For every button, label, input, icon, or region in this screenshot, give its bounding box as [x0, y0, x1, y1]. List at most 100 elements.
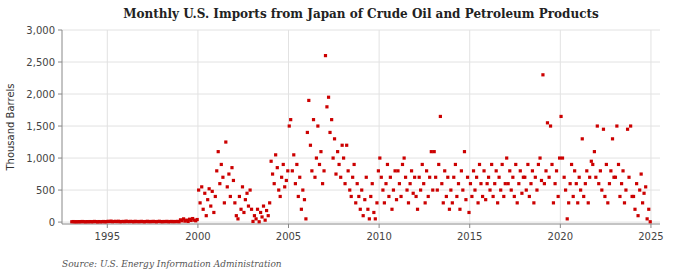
- grid-line: [62, 158, 660, 159]
- point: [532, 201, 535, 204]
- point: [318, 163, 321, 166]
- point: [627, 176, 630, 179]
- point: [640, 172, 643, 175]
- point: [396, 169, 399, 172]
- point: [229, 195, 232, 198]
- point: [232, 179, 235, 182]
- point: [389, 176, 392, 179]
- point: [276, 166, 279, 169]
- tick-mark: [58, 94, 62, 95]
- point: [537, 163, 540, 166]
- point: [375, 201, 378, 204]
- point: [410, 169, 413, 172]
- tick-mark: [58, 158, 62, 159]
- point: [499, 188, 502, 191]
- point: [543, 182, 546, 185]
- point: [357, 195, 360, 198]
- point: [203, 192, 206, 195]
- point: [401, 163, 404, 166]
- point: [646, 217, 649, 220]
- tick-label: 2,500: [26, 57, 55, 68]
- point: [582, 195, 585, 198]
- point: [268, 201, 271, 204]
- point: [455, 195, 458, 198]
- point: [440, 182, 443, 185]
- point: [416, 208, 419, 211]
- point: [569, 182, 572, 185]
- point: [638, 188, 641, 191]
- point: [392, 188, 395, 191]
- grid-line: [379, 30, 380, 224]
- point: [333, 137, 336, 140]
- point: [528, 195, 531, 198]
- point: [623, 201, 626, 204]
- point: [325, 105, 328, 108]
- point: [303, 198, 306, 201]
- point: [531, 169, 534, 172]
- point: [497, 176, 500, 179]
- point: [230, 166, 233, 169]
- point: [594, 176, 597, 179]
- point: [508, 169, 511, 172]
- point: [407, 201, 410, 204]
- point: [445, 195, 448, 198]
- tick-label: 3,000: [26, 25, 55, 36]
- point: [495, 169, 498, 172]
- point: [427, 195, 430, 198]
- point: [584, 182, 587, 185]
- title: Monthly U.S. Imports from Japan of Crude…: [123, 7, 599, 21]
- point: [523, 176, 526, 179]
- point: [502, 195, 505, 198]
- point: [217, 150, 220, 153]
- point: [588, 176, 591, 179]
- points: [70, 54, 652, 223]
- point: [443, 169, 446, 172]
- point: [277, 188, 280, 191]
- y-axis-line: [62, 30, 63, 224]
- point: [256, 208, 259, 211]
- point: [316, 124, 319, 127]
- point: [363, 198, 366, 201]
- point: [265, 209, 268, 212]
- point: [566, 217, 569, 220]
- point: [339, 176, 342, 179]
- point: [291, 169, 294, 172]
- point: [590, 160, 593, 163]
- tick-label: 1995: [95, 231, 120, 242]
- point: [206, 198, 209, 201]
- point: [437, 163, 440, 166]
- point: [258, 220, 261, 223]
- point: [614, 176, 617, 179]
- point: [484, 198, 487, 201]
- point: [399, 195, 402, 198]
- point: [602, 128, 605, 131]
- point: [507, 182, 510, 185]
- point: [315, 156, 318, 159]
- point: [442, 201, 445, 204]
- tick-mark: [58, 222, 62, 223]
- point: [448, 208, 451, 211]
- point: [218, 182, 221, 185]
- point: [205, 214, 208, 217]
- point: [198, 201, 201, 204]
- point: [247, 204, 250, 207]
- point: [377, 169, 380, 172]
- point: [245, 192, 248, 195]
- point: [430, 150, 433, 153]
- point: [342, 156, 345, 159]
- point: [555, 169, 558, 172]
- point: [409, 182, 412, 185]
- point: [603, 195, 606, 198]
- point: [304, 217, 307, 220]
- point: [460, 169, 463, 172]
- point: [439, 115, 442, 118]
- point: [384, 182, 387, 185]
- point: [331, 156, 334, 159]
- tick-label: 1,500: [26, 121, 55, 132]
- tick-label: 2015: [457, 231, 482, 242]
- point: [470, 195, 473, 198]
- grid-line: [62, 62, 660, 63]
- grid-line: [62, 30, 660, 31]
- point: [620, 182, 623, 185]
- point: [559, 115, 562, 118]
